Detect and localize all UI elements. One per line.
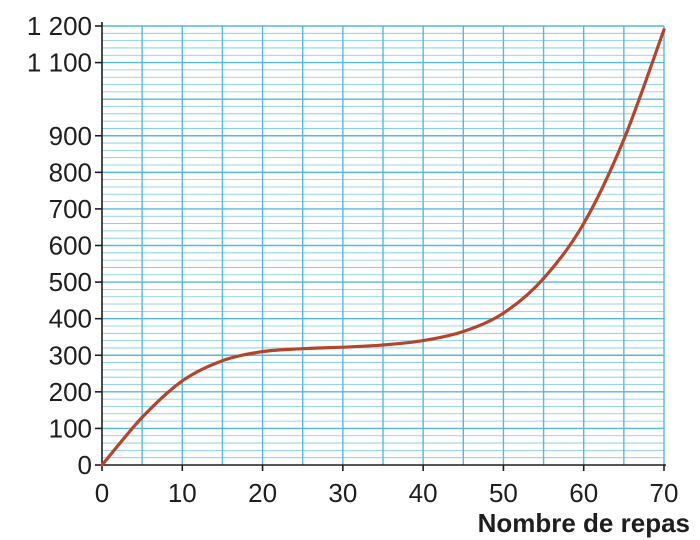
axes: [95, 22, 666, 471]
x-tick-label: 20: [248, 478, 277, 508]
tick-labels: 0 10 20 30 40 50 60 700100200300400500600700800…: [27, 11, 679, 508]
x-tick-label: 60: [569, 478, 598, 508]
x-tick-label: 10: [168, 478, 197, 508]
x-axis-title: Nombre de repas: [478, 508, 690, 538]
series-line: [100, 28, 666, 467]
y-tick-label: 1 200: [27, 11, 92, 41]
x-tick-label: 50: [489, 478, 518, 508]
x-tick-label: 70: [650, 478, 679, 508]
x-tick-label: 30: [328, 478, 357, 508]
y-tick-label: 900: [49, 121, 92, 151]
y-tick-label: 400: [49, 304, 92, 334]
x-tick-label: 40: [409, 478, 438, 508]
y-tick-label: 0: [78, 450, 92, 480]
y-tick-label: 500: [49, 267, 92, 297]
series-layer: [100, 28, 666, 467]
y-tick-label: 800: [49, 157, 92, 187]
y-tick-label: 700: [49, 194, 92, 224]
grid: [102, 25, 665, 465]
y-tick-label: 600: [49, 231, 92, 261]
y-tick-label: 200: [49, 377, 92, 407]
x-tick-label: 0: [95, 478, 109, 508]
y-tick-label: 100: [49, 413, 92, 443]
y-tick-label: 1 100: [27, 48, 92, 78]
y-tick-label: 300: [49, 340, 92, 370]
